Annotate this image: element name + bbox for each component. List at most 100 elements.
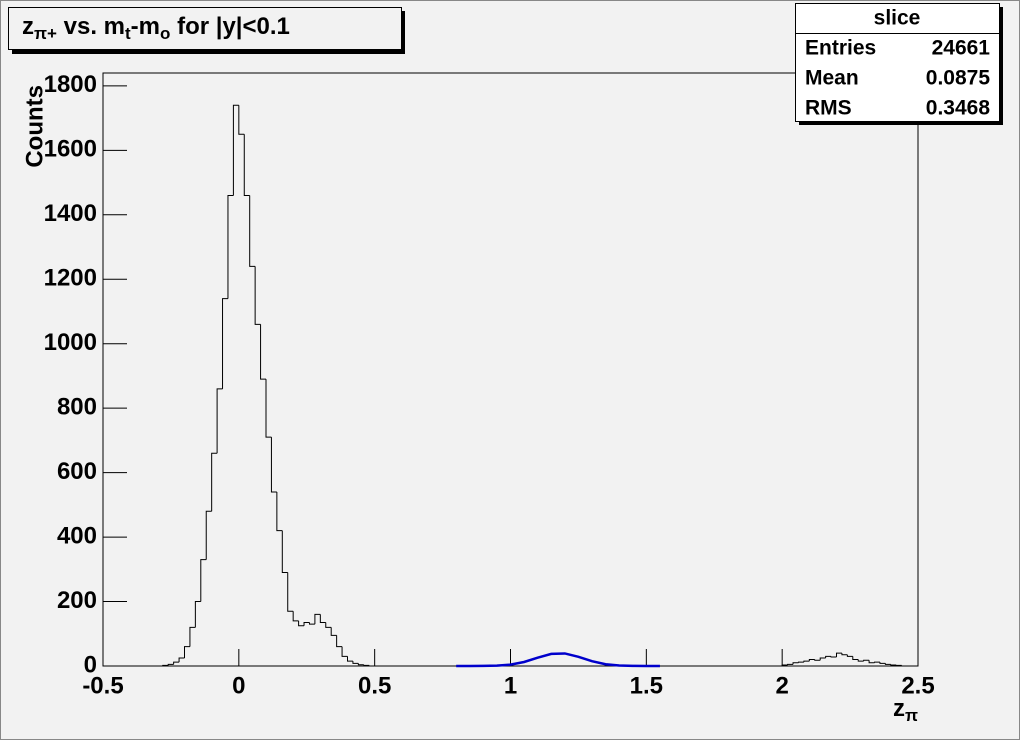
histogram-bin xyxy=(825,655,832,658)
histogram-bin xyxy=(292,611,299,622)
histogram-bin xyxy=(194,601,201,628)
histogram-bin xyxy=(884,663,891,665)
stats-label: Entries xyxy=(805,37,876,60)
histogram-bin xyxy=(227,194,234,299)
histogram-bin xyxy=(308,622,315,625)
histogram-bin xyxy=(868,660,875,664)
stats-value: 0.3468 xyxy=(926,97,991,120)
chart-title-part: π+ xyxy=(34,24,57,43)
histogram-bin xyxy=(287,572,294,612)
histogram-bin xyxy=(211,452,218,512)
stats-value: 24661 xyxy=(932,37,991,60)
y-axis-label: Counts xyxy=(21,85,48,168)
x-tick-label: 1.5 xyxy=(630,672,663,699)
histogram-bin xyxy=(249,195,256,267)
histogram-bin xyxy=(797,661,804,663)
y-tick-label: 1000 xyxy=(44,329,97,356)
histogram-bin xyxy=(325,622,332,628)
histogram-bin xyxy=(184,646,190,658)
y-tick-label: 1600 xyxy=(44,136,97,163)
y-tick-label: 800 xyxy=(57,394,97,421)
histogram-bin xyxy=(303,621,310,626)
histogram-bin xyxy=(205,510,212,560)
y-tick-label: 1200 xyxy=(44,265,97,292)
histogram-bin xyxy=(852,656,859,661)
histogram-bin xyxy=(189,626,196,647)
histogram-bin xyxy=(879,662,886,664)
histogram-bin xyxy=(792,662,799,665)
histogram-bin xyxy=(781,664,788,666)
histogram-bin xyxy=(830,656,837,658)
histogram-bin xyxy=(330,627,337,636)
histogram-bin xyxy=(216,388,223,454)
histogram-bin xyxy=(357,663,364,666)
histogram-bin xyxy=(319,614,326,623)
histogram-bin xyxy=(787,663,794,666)
fit-curve xyxy=(456,652,660,668)
histogram-bin xyxy=(819,657,826,661)
stats-label: Mean xyxy=(805,67,859,90)
histogram-bin xyxy=(276,491,283,532)
histogram-bin xyxy=(254,266,261,325)
y-tick-label: 1400 xyxy=(44,200,97,227)
histogram-bin xyxy=(368,665,375,667)
histogram-bin xyxy=(265,379,272,438)
histogram-bin xyxy=(178,657,185,663)
y-tick-label: 1800 xyxy=(44,71,97,98)
x-tick-label: 0.5 xyxy=(358,672,391,699)
histogram-bin xyxy=(901,665,908,667)
histogram-bin xyxy=(270,437,277,493)
x-tick-label: 1 xyxy=(504,672,517,699)
histogram-bin xyxy=(857,659,864,662)
histogram-bin xyxy=(341,646,348,657)
x-axis-label-part: z xyxy=(893,695,905,722)
histogram-bin xyxy=(808,659,815,662)
histogram-bin xyxy=(222,298,228,389)
histogram-bin xyxy=(260,324,266,380)
histogram-bin xyxy=(352,661,359,664)
histogram-bin xyxy=(874,661,880,663)
y-tick-label: 200 xyxy=(57,587,97,614)
x-tick-label: 2.5 xyxy=(901,672,934,699)
histogram-bin xyxy=(836,652,842,657)
histogram-bin xyxy=(363,664,370,666)
x-tick-label: -0.5 xyxy=(82,672,123,699)
chart-title-part: -m xyxy=(131,13,160,40)
stats-value: 0.0875 xyxy=(926,67,991,90)
histogram-bin xyxy=(232,104,239,196)
histogram-bin xyxy=(890,664,897,666)
histogram-bin xyxy=(814,659,821,661)
y-tick-label: 0 xyxy=(84,651,97,678)
chart-title-part: vs. m xyxy=(57,13,125,40)
x-axis-label: zπ xyxy=(893,695,918,725)
y-tick-label: 600 xyxy=(57,458,97,485)
histogram-bin xyxy=(298,620,305,627)
histogram-bin xyxy=(336,635,343,648)
plot-frame xyxy=(102,72,919,667)
histogram-bin xyxy=(167,663,174,666)
x-tick-label: 0 xyxy=(232,672,245,699)
histogram-bin xyxy=(846,654,853,657)
chart-title-part: t xyxy=(125,24,131,43)
chart-title: zπ+ vs. mt-mo for |y|<0.1 xyxy=(22,13,290,43)
histogram-bin xyxy=(803,660,810,663)
histogram-bin xyxy=(162,664,169,666)
stats-box xyxy=(795,3,1000,122)
chart-title-part: for |y|<0.1 xyxy=(170,13,289,40)
histogram-bin xyxy=(841,653,848,656)
y-tick-label: 400 xyxy=(57,522,97,549)
histogram-bin xyxy=(863,659,870,662)
chart-title-part: o xyxy=(160,24,170,43)
histogram-bin xyxy=(314,613,321,625)
histogram-bin xyxy=(173,661,180,665)
stats-title: slice xyxy=(874,7,921,30)
title-box xyxy=(8,7,402,50)
chart-title-part: z xyxy=(22,13,34,40)
histogram-bin xyxy=(238,105,245,135)
histogram-bin xyxy=(243,134,250,196)
histogram-bin xyxy=(281,530,288,574)
histogram-bin xyxy=(347,656,353,662)
x-axis-label-part: π xyxy=(905,706,918,725)
stats-label: RMS xyxy=(805,97,852,120)
